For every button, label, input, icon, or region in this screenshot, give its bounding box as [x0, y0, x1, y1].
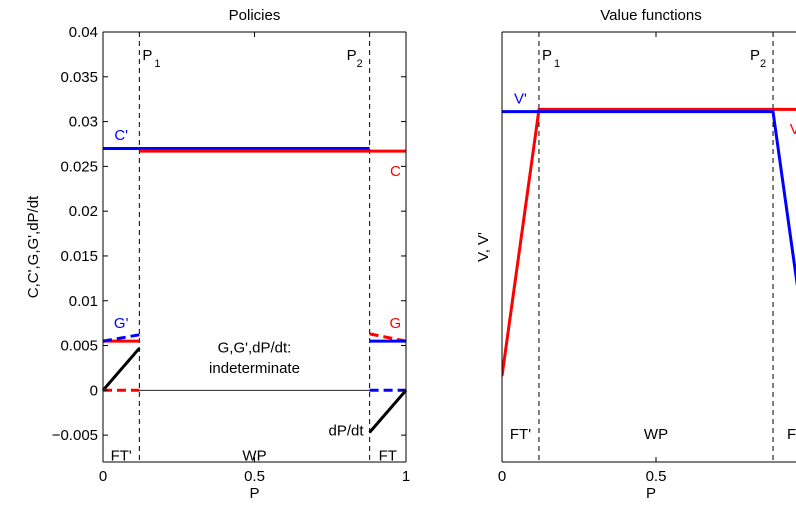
- y-axis-label: V, V': [475, 232, 492, 262]
- annotation-4: FT: [787, 426, 796, 443]
- p2-subscript: 2: [357, 58, 363, 70]
- x-tick-label-1: 0.5: [646, 468, 667, 485]
- annotation-1: V': [790, 121, 796, 138]
- annotation-2: FT': [510, 426, 531, 443]
- series-line-1: [502, 110, 796, 287]
- annotation-7: FT': [111, 448, 132, 465]
- annotation-4: G,G',dP/dt:: [218, 339, 292, 356]
- series-line-7: [368, 389, 408, 434]
- y-tick-label-4: 0.015: [60, 248, 98, 265]
- chart-title: Policies: [229, 7, 281, 24]
- y-tick-label-9: 0.04: [69, 24, 98, 41]
- y-tick-label-7: 0.03: [69, 114, 98, 131]
- annotation-0: C': [114, 127, 128, 144]
- annotation-8: WP: [242, 448, 266, 465]
- annotation-1: C: [390, 163, 401, 180]
- p1-subscript: 1: [554, 58, 560, 70]
- series-line-3: [102, 333, 140, 343]
- y-tick-label-2: 0.005: [60, 338, 98, 355]
- x-tick-label-0: 0: [99, 468, 107, 485]
- annotation-6: dP/dt: [329, 423, 365, 440]
- y-tick-label-8: 0.035: [60, 69, 98, 86]
- p2-label: P: [347, 47, 357, 64]
- y-tick-label-5: 0.02: [69, 203, 98, 220]
- p2-label: P: [750, 47, 760, 64]
- series-line-6: [101, 347, 141, 392]
- p1-label: P: [542, 47, 552, 64]
- y-tick-label-3: 0.01: [69, 293, 98, 310]
- annotation-2: G': [114, 315, 129, 332]
- plot-area: P 1 P 2C'CG' GG,G',dP/dt:indeterminatedP/dtF…: [101, 32, 408, 465]
- x-axis-label: P: [646, 485, 656, 502]
- y-tick-label-1: 0: [90, 382, 98, 399]
- chart-title: Value functions: [600, 7, 701, 24]
- series-line-0: [502, 107, 796, 377]
- x-axis-label: P: [249, 485, 259, 502]
- x-tick-label-1: 0.5: [244, 468, 265, 485]
- x-tick-label-0: 0: [498, 468, 506, 485]
- y-tick-label-0: −0.005: [52, 427, 98, 444]
- p1-label: P: [142, 47, 152, 64]
- annotation-3: G: [390, 315, 402, 332]
- annotation-3: WP: [644, 426, 668, 443]
- y-axis-label: C,C',G,G',dP/dt: [25, 195, 42, 298]
- annotation-5: indeterminate: [209, 360, 300, 377]
- x-tick-label-2: 1: [402, 468, 410, 485]
- p2-subscript: 2: [760, 58, 766, 70]
- y-tick-label-6: 0.025: [60, 158, 98, 175]
- p1-subscript: 1: [154, 58, 160, 70]
- annotation-0: V': [514, 91, 527, 108]
- annotation-9: FT: [379, 448, 397, 465]
